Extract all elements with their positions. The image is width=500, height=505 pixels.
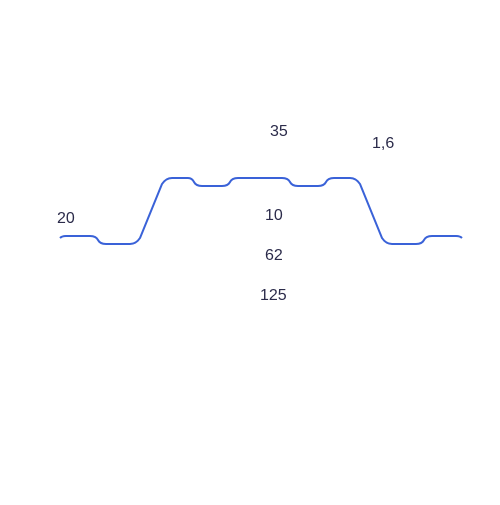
profile-svg: 35 1,6 20 10 62 125: [0, 0, 500, 500]
label-thickness: 1,6: [372, 135, 394, 152]
label-groove-depth: 10: [265, 207, 283, 224]
profile-outline: [60, 178, 462, 244]
label-top-width: 35: [270, 123, 288, 140]
label-mid-width: 62: [265, 247, 283, 264]
label-total-width: 125: [260, 287, 287, 304]
diagram-container: 35 1,6 20 10 62 125: [0, 0, 500, 500]
label-height: 20: [57, 210, 75, 227]
